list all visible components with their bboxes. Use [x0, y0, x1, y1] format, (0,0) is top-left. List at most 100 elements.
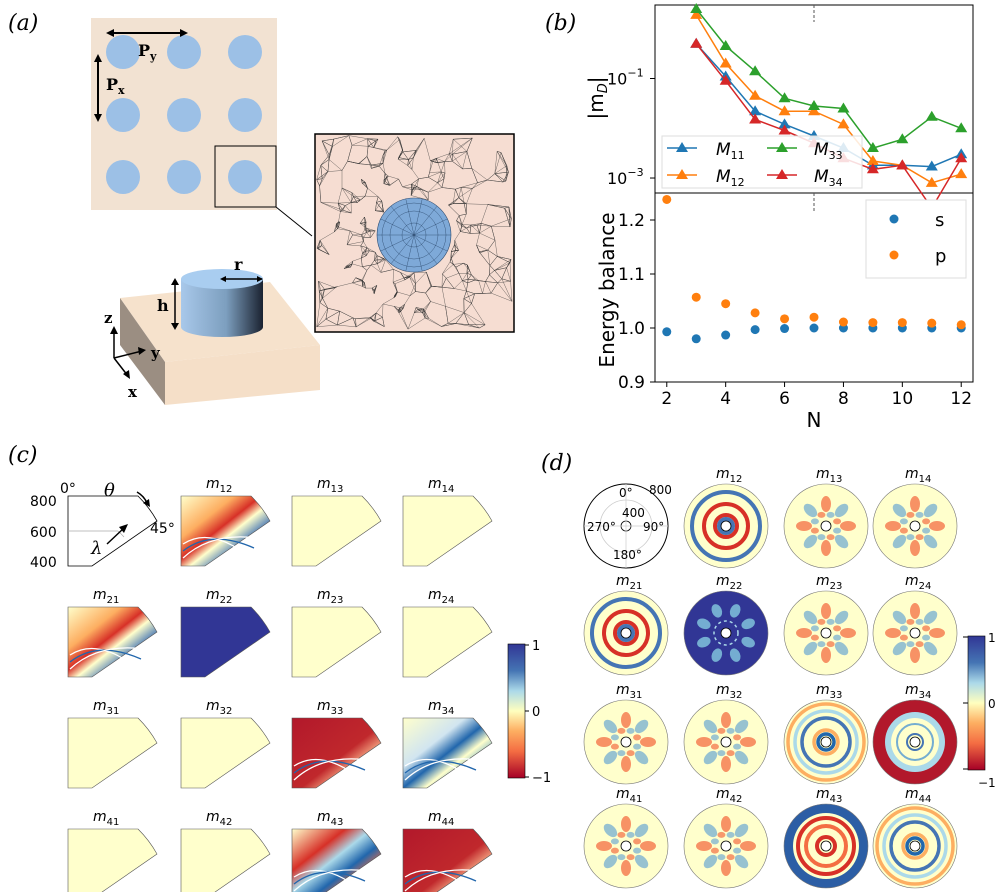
- c-cell-m24: [402, 606, 493, 678]
- c-cell-stripe: [404, 760, 477, 774]
- d-cell-title: m31: [616, 682, 642, 701]
- c-cbar-tick-1: 1: [532, 639, 540, 654]
- b-top-point: [837, 118, 850, 129]
- c-colorbar: [507, 643, 526, 779]
- c-angle-0: 0°: [60, 481, 76, 497]
- c-cell-m31: [67, 717, 158, 789]
- d-cbar-tick-0: 0: [988, 697, 996, 711]
- d-cell-m34: [872, 699, 958, 785]
- c-cell-stripe: [69, 647, 145, 670]
- lattice-dots: [106, 35, 262, 194]
- b-top-point: [690, 2, 703, 13]
- panel-c: (c) m12 m13 m14 m21 m22 m23 m24 m31 m32 m33 m34 m41…: [8, 443, 551, 892]
- lattice-dot: [167, 35, 201, 69]
- lattice-dot: [228, 98, 262, 132]
- c-tick-600: 600: [30, 525, 57, 541]
- b-top-point: [866, 163, 879, 174]
- c-cell-title: m42: [206, 809, 232, 828]
- lattice-dot: [167, 98, 201, 132]
- lattice-dot: [167, 160, 201, 194]
- c-cell-title: m14: [428, 476, 454, 495]
- d-cbar-tick-m1: −1: [978, 776, 996, 790]
- b-top-point: [719, 74, 732, 85]
- d-angle-180: 180°: [613, 548, 642, 562]
- c-tick-400: 400: [30, 555, 57, 571]
- c-cbar-tick-m1: −1: [532, 771, 551, 786]
- c-cell-title: m24: [428, 587, 454, 606]
- b-top-point: [778, 92, 791, 103]
- b-bottom-point: [838, 317, 848, 327]
- legend-p: p: [935, 246, 946, 267]
- b-xtick-label: 2: [661, 389, 672, 409]
- px-label: Px: [106, 75, 125, 97]
- b-top-point: [808, 105, 820, 116]
- panel-a-label: (a): [8, 11, 38, 36]
- d-cell-title: m44: [905, 786, 931, 805]
- z-axis-label: z: [104, 309, 113, 327]
- d-cell-title: m12: [716, 466, 742, 485]
- d-cell-m22: [683, 590, 769, 676]
- d-cell-m14: [872, 483, 958, 569]
- d-cell-m32: [683, 699, 769, 785]
- c-cell-stripe: [293, 871, 366, 885]
- b-bottom-point: [780, 324, 790, 334]
- legend-m34: M34: [814, 167, 843, 189]
- panel-c-label: (c): [8, 443, 38, 468]
- b-bottom-point: [750, 308, 760, 318]
- d-cell-title: m24: [905, 573, 931, 592]
- b-top-point: [690, 8, 703, 19]
- c-cell-title: m31: [93, 698, 119, 717]
- b-bottom-point: [927, 318, 937, 328]
- b-top-point: [896, 159, 909, 170]
- c-cell-stripe: [293, 760, 366, 774]
- panel-b: (b) 10−1 10−3 0.9 1.0 1.1 1.2 2 4 6 8 10 12 |mD| E…: [545, 2, 974, 432]
- b-top-point: [955, 168, 968, 179]
- c-cell-stripe: [182, 536, 258, 559]
- mesh-lines: [316, 135, 513, 330]
- d-cell-title: m14: [905, 466, 931, 485]
- c-cell-stripe: [404, 871, 477, 885]
- c-cell-stripe: [69, 649, 142, 663]
- d-cell-m13: [783, 483, 869, 569]
- b-bottom-point: [662, 194, 672, 204]
- b-bottom-ytick-label: 1.0: [618, 319, 645, 339]
- mesh-disk-lines: [377, 198, 451, 272]
- substrate-front: [165, 345, 320, 405]
- b-top-point: [749, 105, 762, 116]
- d-cell-title: m22: [716, 573, 742, 592]
- d-cell-m21: [583, 590, 669, 676]
- b-top-series-line: [695, 14, 962, 184]
- c-cell-stripe: [404, 758, 480, 781]
- mesh-edges: [316, 135, 513, 330]
- b-bottom-ytick-label: 1.2: [618, 211, 645, 231]
- d-cell-title: m21: [616, 573, 642, 592]
- d-cell-m33: [783, 699, 869, 785]
- h-label: h: [157, 296, 169, 315]
- d-cell-m12: [683, 483, 769, 569]
- b-bottom-point: [691, 334, 701, 344]
- d-cell-title: m23: [816, 573, 842, 592]
- c-tick-800: 800: [30, 494, 57, 510]
- b-top-point: [719, 57, 732, 68]
- c-cell-stripe: [293, 758, 369, 781]
- b-xtick-label: 6: [779, 389, 790, 409]
- lattice-dot: [228, 35, 262, 69]
- c-cell-m12: [180, 495, 271, 567]
- d-cell-title: m42: [716, 786, 742, 805]
- c-cell-stripe: [404, 869, 480, 892]
- c-cell-m13: [291, 495, 382, 567]
- d-angle-90: 90°: [643, 520, 664, 534]
- b-bottom-point: [750, 325, 760, 335]
- py-label: Py: [138, 41, 157, 63]
- x-axis-label: x: [128, 383, 138, 401]
- b-top-point: [896, 133, 909, 144]
- c-cell-m32: [180, 717, 271, 789]
- d-cell-title: m41: [616, 786, 642, 805]
- b-bottom-point: [868, 318, 878, 328]
- b-top-point: [925, 110, 938, 121]
- c-cell-m34: [402, 717, 493, 789]
- b-top-point: [719, 39, 732, 50]
- legend-m33: M33: [814, 140, 843, 162]
- d-guide-polar: 0° 90° 180° 270° 800 400: [583, 483, 672, 569]
